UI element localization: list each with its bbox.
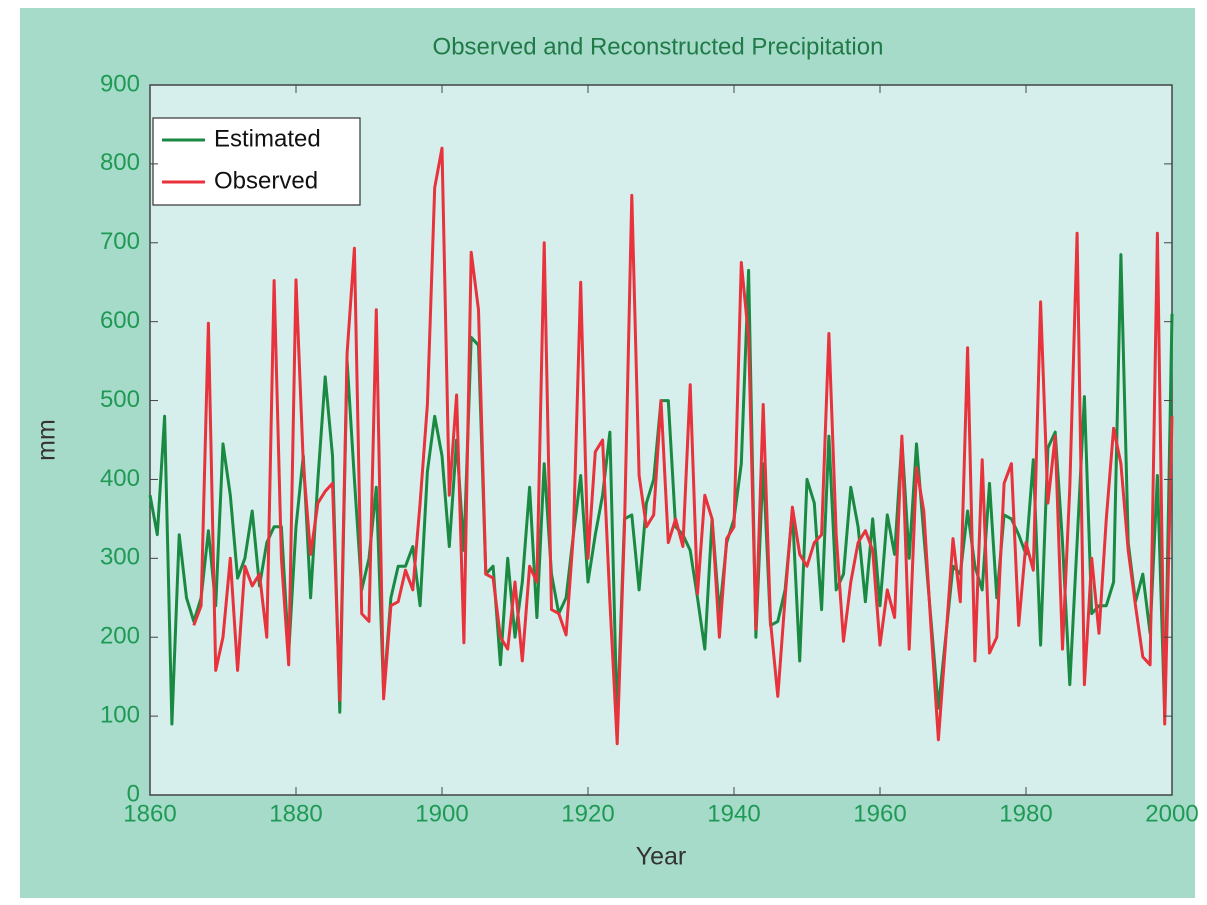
y-tick-label: 900 [100,70,140,97]
x-axis-label: Year [636,843,687,871]
x-tick-label: 2000 [1145,800,1198,827]
y-tick-label: 0 [127,780,140,807]
y-tick-label: 300 [100,544,140,571]
x-tick-label: 1980 [999,800,1052,827]
y-tick-label: 700 [100,228,140,255]
x-tick-label: 1880 [269,800,322,827]
y-tick-label: 800 [100,149,140,176]
x-tick-label: 1960 [853,800,906,827]
chart-title: Observed and Reconstructed Precipitation [433,33,884,60]
legend-label: Observed [214,167,318,194]
y-tick-label: 400 [100,465,140,492]
series-line [192,146,1174,746]
x-tick-label: 1940 [707,800,760,827]
y-axis-label: mm [33,419,61,461]
y-tick-label: 600 [100,307,140,334]
legend [152,117,361,206]
y-tick-label: 100 [100,701,140,728]
y-tick-label: 500 [100,386,140,413]
legend-label: Estimated [214,125,321,152]
x-tick-label: 1900 [415,800,468,827]
x-tick-label: 1860 [123,800,176,827]
y-tick-label: 200 [100,623,140,650]
x-tick-label: 1920 [561,800,614,827]
